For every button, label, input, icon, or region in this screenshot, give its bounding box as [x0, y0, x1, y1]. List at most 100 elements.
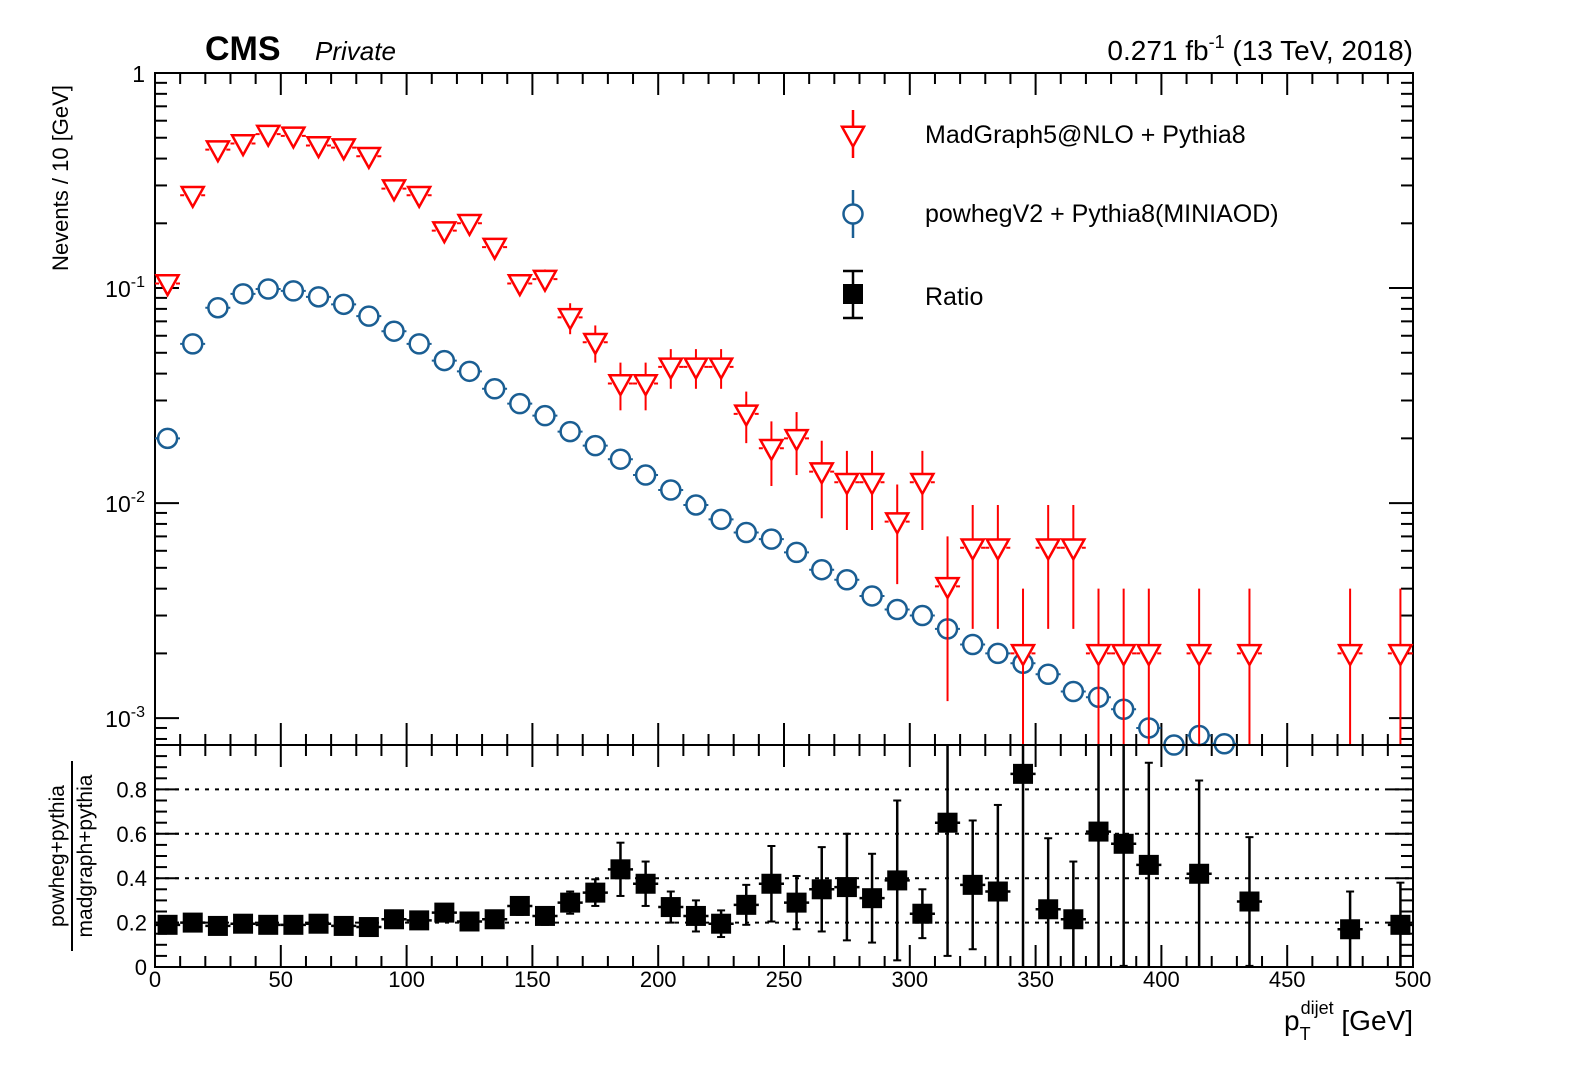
ratio-point	[1390, 914, 1411, 935]
powheg-point	[961, 633, 984, 656]
upper-y-axis-title: Nevents / 10 [GeV]	[48, 85, 73, 271]
madgraph-point	[330, 138, 357, 162]
madgraph-point	[934, 576, 961, 601]
ratio-point	[1138, 854, 1159, 875]
madgraph-point	[1135, 643, 1162, 668]
ratio-point	[434, 902, 455, 923]
ratio-numerator: powheg+pythia	[46, 785, 69, 927]
powheg-point	[282, 280, 305, 302]
ratio-point	[207, 915, 228, 936]
legend-madgraph-marker	[839, 110, 867, 158]
powheg-point	[660, 479, 682, 501]
x-tick-label: 150	[514, 967, 551, 992]
x-axis-title: pTdijet [GeV]	[1284, 998, 1413, 1044]
lower-y-tick-label: 0.4	[116, 866, 147, 891]
madgraph-point	[1387, 643, 1414, 668]
powheg-point	[307, 286, 330, 308]
ratio-point	[786, 892, 807, 913]
legend-madgraph-symbol	[839, 125, 867, 150]
ratio-point	[585, 882, 606, 903]
powheg-point	[861, 585, 883, 607]
ratio-point	[912, 903, 933, 924]
luminosity-label: 0.271 fb-1 (13 TeV, 2018)	[1107, 32, 1413, 66]
ratio-point	[333, 915, 354, 936]
powheg-point	[685, 494, 707, 516]
x-tick-label: 100	[388, 967, 425, 992]
powheg-point	[383, 320, 405, 342]
powheg-point	[987, 642, 1009, 665]
legend-ratio-symbol	[843, 284, 863, 304]
powheg-point	[1037, 663, 1059, 685]
madgraph-point	[1110, 643, 1137, 668]
legend-powheg-marker	[842, 190, 864, 238]
ratio-point	[862, 888, 883, 909]
madgraph-point	[431, 221, 458, 245]
madgraph-point	[1060, 538, 1087, 562]
madgraph-point	[456, 213, 483, 238]
x-tick-label: 400	[1143, 967, 1180, 992]
ratio-point	[610, 859, 631, 880]
powheg-point	[207, 296, 229, 319]
madgraph-point	[984, 538, 1011, 562]
x-tick-labels: 0 50 100 150 200 250 300 350 400 450 500	[149, 967, 1431, 992]
powheg-point	[1213, 733, 1236, 755]
upper-y-tick-labels: 10-3 10-2 10-1 1	[105, 61, 145, 732]
madgraph-point	[355, 146, 382, 171]
powheg-point	[760, 528, 783, 550]
ratio-point	[409, 910, 430, 931]
powheg-point	[458, 360, 481, 383]
x-tick-label: 350	[1017, 967, 1054, 992]
ratio-point	[1113, 833, 1134, 854]
lower-y-tick-labels: 0 0.2 0.4 0.6 0.8	[116, 777, 147, 980]
madgraph-point	[707, 357, 735, 381]
legend-madgraph-label: MadGraph5@NLO + Pythia8	[925, 121, 1246, 149]
ratio-point	[635, 873, 656, 894]
upper-y-tick-label: 10-3	[105, 704, 145, 732]
madgraph-point	[1085, 643, 1112, 668]
private-label: Private	[315, 36, 396, 66]
lower-y-tick-label: 0.6	[116, 822, 147, 847]
ratio-point	[233, 913, 254, 934]
madgraph-point	[858, 472, 886, 497]
madgraph-point	[582, 332, 609, 357]
powheg-point	[509, 392, 531, 415]
ratio-point	[962, 874, 983, 895]
madgraph-point	[1236, 643, 1263, 668]
powheg-point	[886, 598, 908, 621]
madgraph-point	[632, 373, 659, 398]
ratio-point	[685, 905, 706, 926]
madgraph-point	[1009, 643, 1037, 668]
lower-axis-ticks	[154, 744, 1414, 968]
x-tick-label: 300	[891, 967, 928, 992]
lower-y-tick-label: 0	[135, 955, 147, 980]
ratio-point	[1189, 863, 1210, 884]
ratio-point	[560, 892, 581, 913]
ratio-point	[761, 873, 782, 894]
madgraph-point	[1035, 538, 1062, 562]
powheg-point	[156, 427, 179, 450]
madgraph-point	[884, 512, 911, 536]
ratio-y-axis-title: powheg+pythia madgraph+pythia	[46, 761, 97, 951]
powheg-point	[358, 305, 380, 327]
madgraph-point	[959, 538, 986, 562]
upper-y-tick-label: 1	[132, 61, 145, 87]
madgraph-point	[909, 472, 936, 497]
ratio-point	[736, 894, 757, 915]
ratio-point	[308, 913, 329, 934]
powheg-point	[1062, 680, 1085, 703]
ratio-point	[711, 913, 732, 934]
powheg-point	[710, 508, 732, 531]
upper-y-tick-label: 10-1	[105, 274, 145, 302]
ratio-point	[509, 895, 530, 916]
madgraph-point	[1336, 643, 1364, 668]
x-tick-label: 0	[149, 967, 161, 992]
ratio-point	[1063, 909, 1084, 930]
upper-y-tick-label: 10-2	[105, 489, 145, 517]
legend-ratio-label: Ratio	[925, 283, 983, 311]
powheg-point	[408, 333, 430, 355]
madgraph-point	[481, 237, 508, 262]
ratio-point	[887, 870, 908, 891]
madgraph-point	[682, 357, 710, 381]
powheg-point	[534, 404, 556, 427]
powheg-point	[483, 378, 506, 400]
